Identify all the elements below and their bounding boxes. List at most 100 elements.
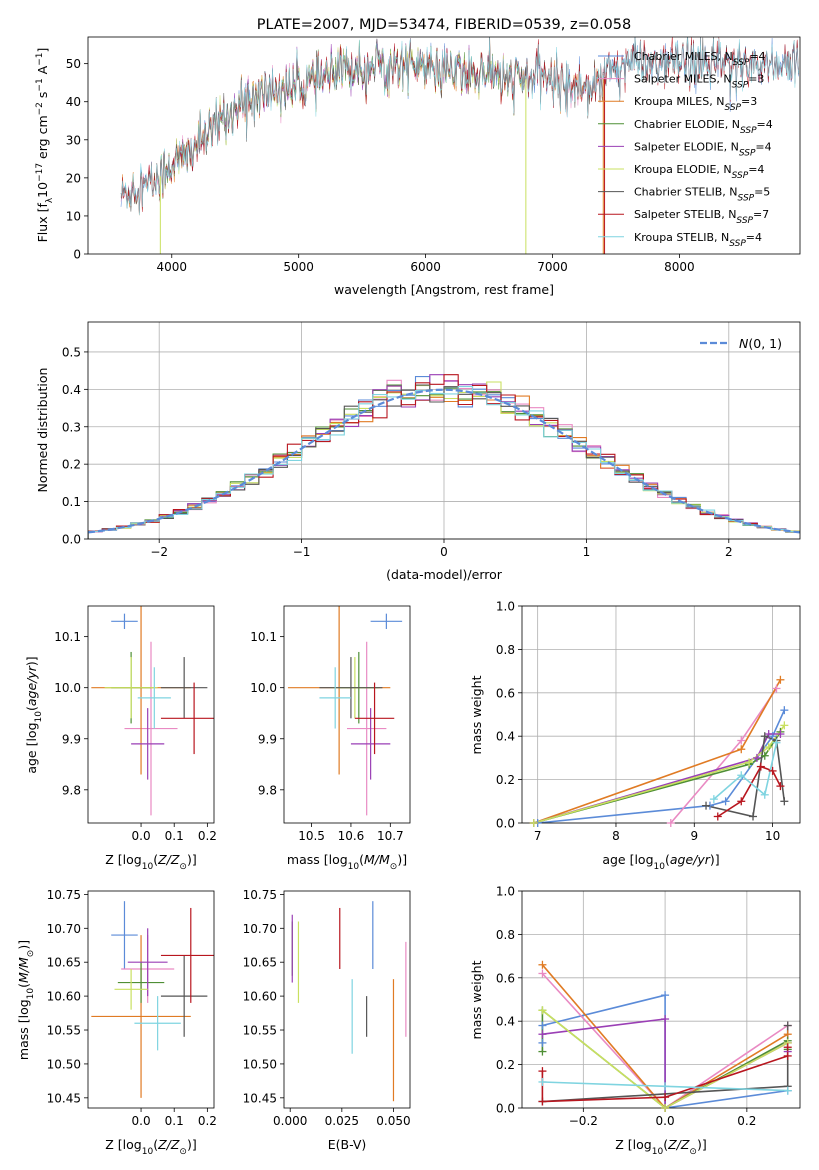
label-part: ⊙: [179, 862, 187, 872]
plot-area-mass_vs_ebv: [291, 901, 407, 1102]
y-tick-label: 10: [66, 209, 81, 223]
x-tick-label: 6000: [410, 260, 441, 274]
label-part: age/yr: [670, 852, 711, 867]
label-part: Z/Z: [157, 852, 180, 867]
axes-residuals: −2 −1 0 1 2 0.0 0.1 0.2 0.3 0.4 0.5 N(0, 1) (data-mo…: [35, 321, 801, 582]
y-tick-label: 9.8: [62, 783, 81, 797]
label-part: SSP: [740, 126, 757, 136]
label-part: (: [16, 983, 31, 988]
x-tick-label: 2: [725, 545, 733, 559]
y-tick-label: 30: [66, 133, 81, 147]
x-tick-label: 8: [612, 829, 620, 843]
x-tick-label: 5000: [283, 260, 314, 274]
x-tick-label: 1: [583, 545, 591, 559]
y-tick-label: 10.65: [243, 956, 277, 970]
x-tick-label: 0.000: [273, 1114, 307, 1128]
label-part: =3: [741, 95, 757, 108]
label-part: =4: [746, 231, 762, 244]
label-part: M/M: [364, 852, 390, 867]
axes-spectrum: 4000 5000 6000 7000 8000 0 10 20 30 40 50 wavelengt…: [35, 36, 801, 297]
weight-line: [713, 742, 778, 800]
y-tick-label: 1.0: [496, 600, 515, 614]
x-tick-label: 10.6: [338, 829, 365, 843]
label-part: (0, 1): [748, 336, 782, 351]
label-part: Z [log: [105, 852, 141, 867]
legend-entry: Salpeter MILES, NSSP=3: [634, 73, 764, 91]
label-part: Chabrier MILES, N: [634, 50, 733, 63]
x-axis-label: age [log10(age/yr)]: [602, 852, 719, 872]
y-tick-label: 10.0: [250, 681, 277, 695]
y-tick-label: 10.60: [47, 990, 81, 1004]
y-tick-label: 10.75: [243, 888, 277, 902]
y-tick-label: 10.65: [47, 956, 81, 970]
label-part: mass [log: [287, 852, 348, 867]
label-part: (: [153, 852, 158, 867]
label-part: age [log: [24, 722, 39, 773]
label-part: )]: [397, 852, 407, 867]
y-tick-label: 10.45: [47, 1091, 81, 1105]
y-tick-label: 20: [66, 171, 81, 185]
x-tick-label: 0: [440, 545, 448, 559]
y-tick-label: 0.8: [496, 643, 515, 657]
y-tick-label: 0.4: [62, 383, 81, 397]
x-tick-label: 0.2: [737, 1114, 756, 1128]
x-tick-label: 10.5: [298, 829, 325, 843]
axes-mass_vs_Z: 0.0 0.1 0.2 10.45 10.50 10.55 10.60 10.65 10.70 1…: [16, 888, 217, 1157]
label-part: 10: [654, 862, 666, 872]
x-tick-label: 0.050: [376, 1114, 410, 1128]
x-axis-label: Z [log10(Z/Z⊙)]: [105, 1137, 196, 1157]
label-part: SSP: [729, 239, 746, 249]
x-tick-label: 0.0: [132, 1114, 151, 1128]
legend-entry: Salpeter STELIB, NSSP=7: [634, 208, 769, 226]
x-tick-label: 8000: [664, 260, 695, 274]
x-axis-label: (data-model)/error: [386, 567, 503, 582]
y-tick-label: 10.75: [47, 888, 81, 902]
axes-frame: [87, 605, 215, 824]
x-axis-label: E(B-V): [328, 1137, 367, 1152]
y-tick-label: 0.5: [62, 345, 81, 359]
legend-entry: Chabrier MILES, NSSP=4: [634, 50, 766, 68]
legend-entry: Kroupa ELODIE, NSSP=4: [634, 163, 764, 181]
label-part: erg cm: [35, 115, 50, 163]
y-axis-label: age [log10(age/yr)]: [24, 656, 44, 773]
label-part: =5: [754, 186, 770, 199]
label-part: −2: [35, 102, 45, 115]
label-part: ⊙: [390, 862, 398, 872]
y-tick-label: 9.9: [258, 732, 277, 746]
label-part: age/yr: [24, 665, 39, 706]
x-tick-label: 7: [534, 829, 542, 843]
label-part: SSP: [733, 58, 750, 68]
y-tick-label: 10.1: [54, 630, 81, 644]
y-tick-label: 10.45: [243, 1091, 277, 1105]
label-part: Kroupa MILES, N: [634, 95, 724, 108]
label-part: Flux [f: [35, 203, 50, 243]
legend-entry: Salpeter ELODIE, NSSP=4: [634, 140, 772, 158]
label-part: )]: [187, 852, 197, 867]
label-part: N: [739, 336, 749, 351]
y-tick-label: 10.55: [47, 1024, 81, 1038]
y-tick-label: 10.70: [47, 922, 81, 936]
label-part: (: [359, 852, 364, 867]
label-part: =4: [755, 140, 771, 153]
axes-frame: [87, 890, 215, 1109]
y-tick-label: 0.2: [496, 1058, 515, 1072]
label-part: SSP: [724, 103, 741, 113]
plot-area-residuals: [88, 374, 800, 539]
label-part: (: [153, 1137, 158, 1152]
label-part: =4: [749, 50, 765, 63]
y-tick-label: 0.0: [496, 817, 515, 831]
legend-entry: Chabrier ELODIE, NSSP=4: [634, 118, 773, 136]
label-part: Z [log: [105, 1137, 141, 1152]
plot-area-age_vs_mass: [287, 606, 403, 816]
axes-mass_vs_ebv: 0.000 0.025 0.050 10.45 10.50 10.55 10.60 10.65…: [243, 888, 411, 1152]
label-part: 10: [348, 862, 360, 872]
label-part: ⊙: [689, 1147, 697, 1157]
spectrum-line: [120, 37, 799, 216]
y-tick-label: 9.8: [258, 783, 277, 797]
normal-reference-curve: [88, 388, 800, 534]
legend-entry: Kroupa STELIB, NSSP=4: [634, 231, 762, 249]
label-part: 10: [35, 182, 50, 198]
